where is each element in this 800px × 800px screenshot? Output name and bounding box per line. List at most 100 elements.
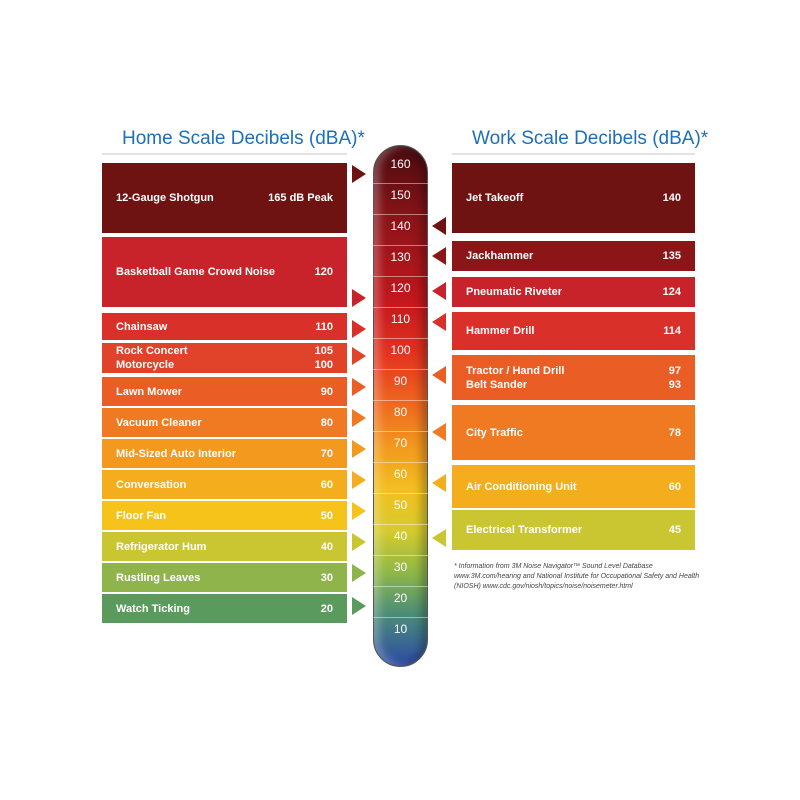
scale-tick-line bbox=[373, 431, 428, 432]
home-item-value: 80 bbox=[320, 416, 333, 429]
home-item-row: Chainsaw 110 bbox=[102, 313, 347, 340]
home-item-label: Mid-Sized Auto Interior bbox=[116, 447, 236, 460]
scale-tick-line bbox=[373, 462, 428, 463]
scale-tick-label: 40 bbox=[393, 529, 408, 543]
work-item-row: Air Conditioning Unit 60 bbox=[452, 465, 695, 508]
home-item-label: Chainsaw bbox=[116, 320, 168, 333]
scale-tick-line bbox=[373, 245, 428, 246]
work-item-arrow-icon bbox=[432, 529, 446, 547]
home-item-row: Rock Concert Motorcycle 105 100 bbox=[102, 343, 347, 373]
home-item-label: Rock Concert bbox=[116, 345, 188, 357]
work-item-label: Pneumatic Riveter bbox=[466, 286, 562, 298]
work-item-arrow-icon bbox=[432, 247, 446, 265]
source-footnote: * Information from 3M Noise Navigator™ S… bbox=[454, 563, 700, 590]
home-item-label: Refrigerator Hum bbox=[116, 540, 207, 553]
scale-tick-line bbox=[373, 493, 428, 494]
scale-tick-line bbox=[373, 400, 428, 401]
work-item-value: 97 bbox=[668, 364, 681, 377]
work-item-value: 60 bbox=[668, 480, 681, 493]
home-item-value: 105 bbox=[314, 345, 333, 357]
home-item-value: 120 bbox=[314, 266, 333, 278]
work-title-divider bbox=[452, 153, 695, 155]
home-item-label: Lawn Mower bbox=[116, 385, 183, 398]
work-scale-title: Work Scale Decibels (dBA)* bbox=[472, 128, 709, 149]
work-item-arrow-icon bbox=[432, 366, 446, 384]
home-item-value: 165 dB Peak bbox=[268, 192, 333, 204]
home-item-arrow-icon bbox=[352, 471, 366, 489]
work-item-label: Air Conditioning Unit bbox=[466, 480, 577, 493]
home-item-label: Vacuum Cleaner bbox=[116, 416, 202, 429]
home-item-value: 100 bbox=[314, 359, 333, 371]
scale-tick-label: 20 bbox=[393, 591, 408, 605]
home-item-label: Motorcycle bbox=[116, 359, 175, 371]
home-item-arrow-icon bbox=[352, 320, 366, 338]
work-item-arrow-icon bbox=[432, 423, 446, 441]
home-item-arrow-icon bbox=[352, 597, 366, 615]
home-item-label: Basketball Game Crowd Noise bbox=[116, 266, 275, 278]
scale-tick-label: 120 bbox=[390, 281, 411, 295]
home-item-arrow-icon bbox=[352, 564, 366, 582]
home-item-value: 90 bbox=[320, 385, 333, 398]
home-item-row: Vacuum Cleaner 80 bbox=[102, 408, 347, 437]
work-item-value: 45 bbox=[668, 524, 681, 536]
home-item-row: 12-Gauge Shotgun 165 dB Peak bbox=[102, 163, 347, 233]
scale-tick-label: 110 bbox=[390, 312, 411, 326]
scale-tick-line bbox=[373, 617, 428, 618]
home-item-arrow-icon bbox=[352, 347, 366, 365]
scale-tick-label: 30 bbox=[393, 560, 408, 574]
work-item-label: Electrical Transformer bbox=[466, 524, 583, 536]
home-item-value: 40 bbox=[320, 540, 333, 553]
work-item-arrow-icon bbox=[432, 282, 446, 300]
scale-tick-line bbox=[373, 369, 428, 370]
home-item-label: Conversation bbox=[116, 478, 187, 491]
scale-tick-label: 80 bbox=[393, 405, 408, 419]
scale-tick-label: 160 bbox=[390, 157, 411, 171]
scale-tick-label: 90 bbox=[393, 374, 408, 388]
home-scale-title: Home Scale Decibels (dBA)* bbox=[122, 128, 365, 149]
home-item-label: 12-Gauge Shotgun bbox=[116, 192, 214, 204]
home-item-label: Floor Fan bbox=[116, 509, 167, 522]
home-title-divider bbox=[102, 153, 347, 155]
home-item-value: 110 bbox=[315, 320, 333, 333]
scale-tick-line bbox=[373, 555, 428, 556]
home-item-arrow-icon bbox=[352, 440, 366, 458]
work-item-row: Pneumatic Riveter 124 bbox=[452, 277, 695, 307]
work-item-row: City Traffic 78 bbox=[452, 405, 695, 460]
work-item-value: 135 bbox=[662, 250, 681, 262]
scale-tick-label: 140 bbox=[390, 219, 411, 233]
home-item-arrow-icon bbox=[352, 378, 366, 396]
scale-tick-line bbox=[373, 586, 428, 587]
work-item-arrow-icon bbox=[432, 474, 446, 492]
scale-tick-line bbox=[373, 183, 428, 184]
work-item-value: 93 bbox=[668, 378, 681, 391]
work-item-value: 124 bbox=[662, 286, 681, 298]
home-item-value: 60 bbox=[320, 478, 333, 491]
scale-tick-label: 70 bbox=[393, 436, 408, 450]
home-item-row: Floor Fan 50 bbox=[102, 501, 347, 530]
work-item-value: 78 bbox=[668, 426, 681, 439]
work-item-label: Jackhammer bbox=[466, 250, 534, 262]
home-item-row: Mid-Sized Auto Interior 70 bbox=[102, 439, 347, 468]
home-item-value: 20 bbox=[320, 602, 333, 615]
home-item-row: Rustling Leaves 30 bbox=[102, 563, 347, 592]
scale-tick-label: 50 bbox=[393, 498, 408, 512]
work-item-value: 140 bbox=[662, 192, 681, 204]
work-item-label: Belt Sander bbox=[466, 378, 528, 391]
scale-tick-line bbox=[373, 524, 428, 525]
home-item-label: Rustling Leaves bbox=[116, 571, 201, 584]
work-item-label: City Traffic bbox=[466, 426, 523, 439]
home-item-label: Watch Ticking bbox=[116, 602, 190, 615]
home-item-arrow-icon bbox=[352, 165, 366, 183]
scale-tick-label: 130 bbox=[390, 250, 411, 264]
home-item-arrow-icon bbox=[352, 533, 366, 551]
home-item-value: 30 bbox=[320, 571, 333, 584]
work-item-row: Hammer Drill 114 bbox=[452, 312, 695, 350]
home-item-row: Refrigerator Hum 40 bbox=[102, 532, 347, 561]
work-item-row: Jackhammer 135 bbox=[452, 241, 695, 271]
decibel-thermometer bbox=[373, 145, 428, 667]
home-item-row: Watch Ticking 20 bbox=[102, 594, 347, 623]
home-item-arrow-icon bbox=[352, 289, 366, 307]
work-item-row: Jet Takeoff 140 bbox=[452, 163, 695, 233]
work-item-row: Tractor / Hand Drill Belt Sander 97 93 bbox=[452, 355, 695, 400]
work-item-arrow-icon bbox=[432, 313, 446, 331]
